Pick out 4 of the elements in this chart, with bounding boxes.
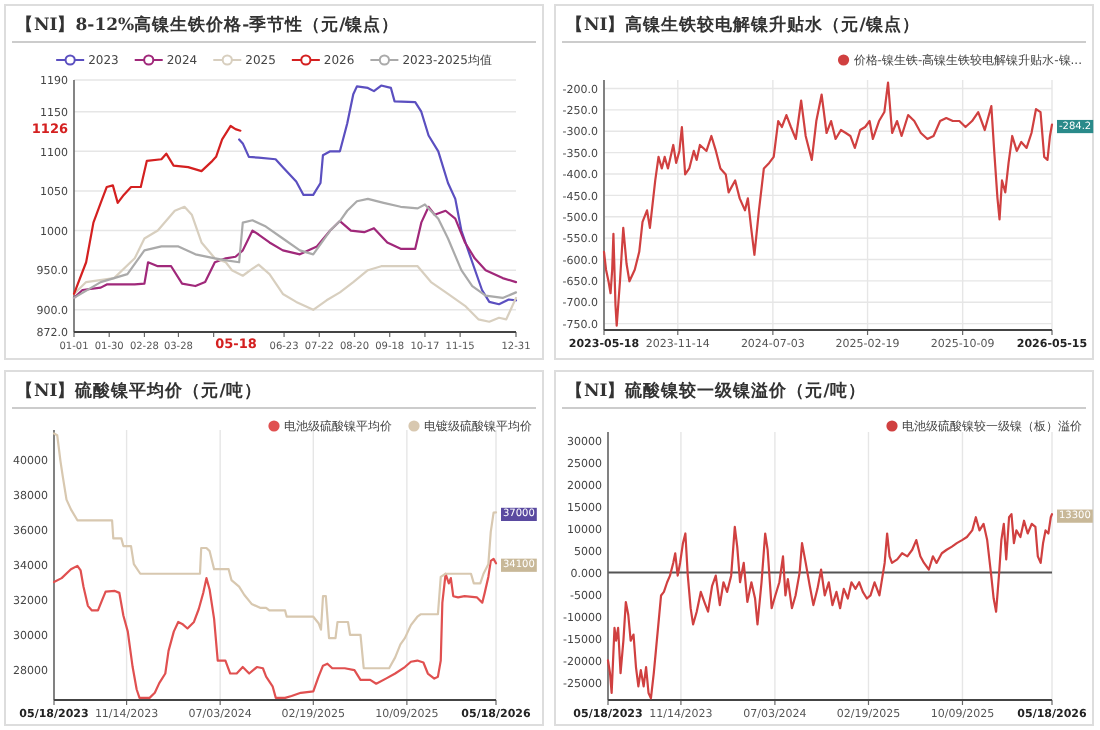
- chart-title: 【NI】硫酸镍平均价（元/吨）: [16, 380, 262, 402]
- chart-title: 【NI】硫酸镍较一级镍溢价（元/吨）: [566, 380, 866, 402]
- chart-title: 【NI】8-12%高镍生铁价格-季节性（元/镍点）: [16, 14, 400, 36]
- chart-title: 【NI】高镍生铁较电解镍升贴水（元/镍点）: [566, 14, 920, 36]
